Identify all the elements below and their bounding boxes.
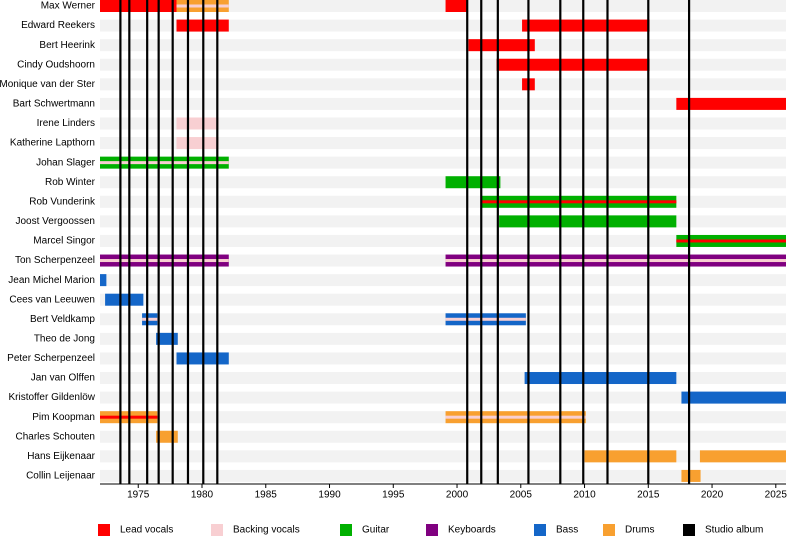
row-band [100,78,786,91]
x-tick-label: 2005 [510,490,533,501]
membership-stripe [100,259,229,263]
member-name: Cees van Leeuwen [9,294,95,305]
legend-swatch [603,524,615,536]
membership-bar [445,176,501,189]
membership-bar [584,450,677,463]
legend-swatch [211,524,223,536]
member-name: Bart Schwertmann [13,99,95,110]
row-band [100,274,786,287]
legend-label: Drums [625,525,654,536]
membership-bar [699,450,786,463]
member-name: Johan Slager [36,157,96,168]
membership-bar [496,58,650,71]
membership-bar [176,137,219,150]
x-tick-label: 2000 [446,490,469,501]
member-name: Collin Leijenaar [26,471,96,482]
legend-label: Guitar [362,525,390,536]
legend-label: Bass [556,525,578,536]
member-name: Monique van der Ster [0,79,96,90]
x-tick-label: 2010 [573,490,596,501]
member-name: Cindy Oudshoorn [17,59,95,70]
membership-stripe [445,415,586,419]
legend-swatch [426,524,438,536]
membership-bar [468,39,535,52]
member-name: Theo de Jong [34,334,95,345]
x-tick-label: 1990 [318,490,341,501]
legend-swatch [683,524,695,536]
legend-label: Studio album [705,525,763,536]
member-name: Rob Vunderink [29,196,96,207]
membership-bar [176,117,219,130]
x-tick-label: 2025 [765,490,788,501]
legend-swatch [98,524,110,536]
row-band [100,254,786,267]
membership-bar [681,391,786,404]
member-name: Marcel Singor [33,236,95,247]
member-name: Kristoffer Gildenlöw [8,392,95,403]
member-name: Hans Eijkenaar [27,451,95,462]
legend-swatch [340,524,352,536]
legend-swatch [534,524,546,536]
row-band [100,352,786,365]
membership-bar [676,97,786,110]
member-name: Joost Vergoossen [16,216,96,227]
member-name: Ton Scherpenzeel [15,255,95,266]
legend-label: Keyboards [448,525,496,536]
row-band [100,332,786,345]
member-name: Edward Reekers [21,20,95,31]
member-name: Charles Schouten [16,431,96,442]
membership-stripe [481,200,677,204]
x-tick-label: 2015 [637,490,660,501]
member-name: Jean Michel Marion [8,275,95,286]
row-band [100,430,786,443]
membership-bar [524,372,677,385]
member-name: Irene Linders [37,118,95,129]
legend-label: Lead vocals [120,525,173,536]
x-tick-label: 1975 [127,490,150,501]
row-band [100,137,786,150]
membership-bar [100,274,107,287]
membership-stripe [676,239,786,243]
member-name: Bert Veldkamp [30,314,95,325]
x-tick-label: 1980 [191,490,214,501]
membership-stripe [142,317,158,321]
row-band [100,0,786,12]
x-tick-label: 1985 [255,490,278,501]
membership-stripe [445,317,526,321]
row-band [100,391,786,404]
member-name: Peter Scherpenzeel [7,353,95,364]
membership-bar [522,19,650,32]
row-band [100,176,786,189]
row-band [100,293,786,306]
membership-stripe [100,161,229,165]
membership-stripe [445,259,786,263]
member-name: Max Werner [41,1,96,12]
member-name: Rob Winter [45,177,96,188]
row-band [100,411,786,424]
membership-bar [105,293,144,306]
x-tick-label: 1995 [382,490,405,501]
row-band [100,156,786,169]
membership-bar [681,469,701,482]
row-band [100,313,786,326]
legend-label: Backing vocals [233,525,300,536]
member-name: Jan van Olffen [31,373,95,384]
row-band [100,117,786,130]
membership-bar [499,215,677,228]
row-band [100,469,786,482]
member-name: Bert Heerink [39,40,96,51]
membership-bar [100,0,177,12]
member-name: Katherine Lapthorn [10,138,95,149]
x-tick-label: 2020 [701,490,724,501]
member-name: Pim Koopman [32,412,95,423]
row-band [100,234,786,247]
row-band [100,97,786,110]
membership-bar [445,0,468,12]
row-band [100,39,786,52]
